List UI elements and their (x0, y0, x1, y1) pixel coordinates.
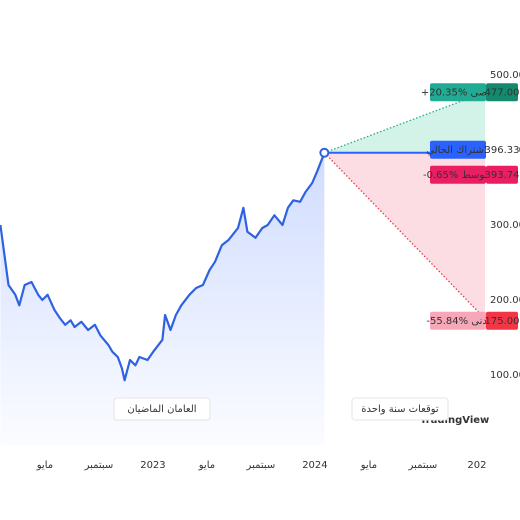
downside-area (324, 152, 485, 319)
watermark: TradingView (420, 415, 489, 426)
forecast-label: -55.84% أدنى (426, 314, 489, 327)
y-tick-label: 300.00 (490, 220, 520, 231)
value-label: 393.74 (485, 170, 520, 181)
x-tick-label: 2023 (140, 460, 165, 471)
forecast-label: -0.65% متوسط (423, 170, 493, 181)
forecast-label-box (430, 165, 486, 184)
y-tick-label: 100.00 (490, 370, 520, 381)
forecast-label-box (430, 83, 486, 102)
value-label-box (486, 140, 518, 159)
forecast-label: لاشتراك الحالي (426, 145, 490, 156)
x-tick-label: سبتمبر (246, 460, 276, 471)
caption-box (113, 397, 211, 421)
value-label: 396.33 (485, 145, 520, 156)
forecast-label: +20.35% أقصى (421, 85, 495, 98)
value-label-box (486, 165, 518, 184)
x-tick-label: مايو (198, 460, 215, 471)
forecast-label-box (430, 140, 486, 159)
x-tick-label: 202 (467, 460, 486, 471)
forecast-label-box (430, 311, 486, 330)
last-point (319, 147, 330, 158)
y-tick-label: 200.00 (490, 295, 520, 306)
value-label: 175.00 (485, 316, 520, 327)
price-line (0, 152, 326, 382)
value-label-box (486, 83, 518, 102)
x-tick-label: سبتمبر (408, 460, 438, 471)
past-area (0, 152, 325, 446)
forecast-high-line (324, 91, 486, 154)
caption-box (351, 397, 449, 421)
x-tick-label: مايو (36, 460, 53, 471)
caption: توقعات سنة واحدة (361, 404, 439, 415)
value-label-box (486, 311, 518, 330)
x-tick-label: مايو (360, 460, 377, 471)
y-tick-label: 500.00 (490, 70, 520, 81)
x-tick-label: 2024 (302, 460, 327, 471)
value-label: 477.00 (485, 87, 520, 98)
x-tick-label: سبتمبر (84, 460, 114, 471)
caption: العامان الماضيان (127, 404, 196, 415)
